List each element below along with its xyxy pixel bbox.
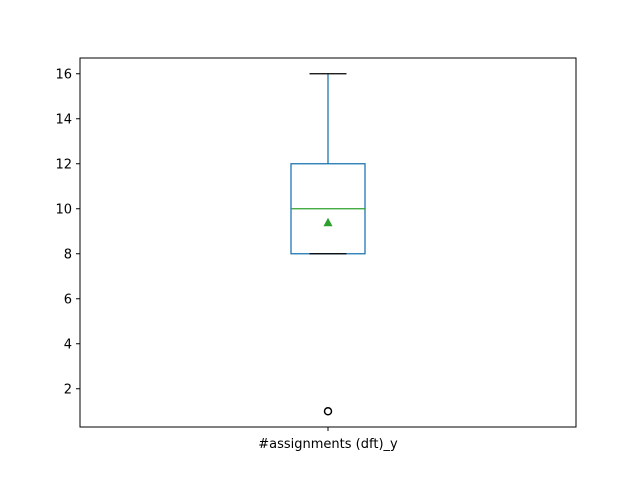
- y-tick-label: 2: [64, 382, 72, 397]
- x-axis: #assignments (dft)_y: [258, 427, 398, 452]
- y-axis: 2 4 6 8 10 12 14 16: [55, 67, 80, 397]
- y-tick-label: 10: [55, 202, 72, 217]
- y-tick-label: 14: [55, 112, 72, 127]
- y-tick-label: 4: [64, 337, 72, 352]
- outlier-point: [323, 407, 333, 416]
- box-series: [290, 73, 366, 416]
- x-tick-label: #assignments (dft)_y: [258, 437, 398, 452]
- mean-marker: [323, 217, 333, 227]
- y-tick-label: 12: [55, 157, 72, 172]
- y-tick-label: 16: [55, 67, 72, 82]
- y-tick-label: 6: [64, 292, 72, 307]
- y-tick-label: 8: [64, 247, 72, 262]
